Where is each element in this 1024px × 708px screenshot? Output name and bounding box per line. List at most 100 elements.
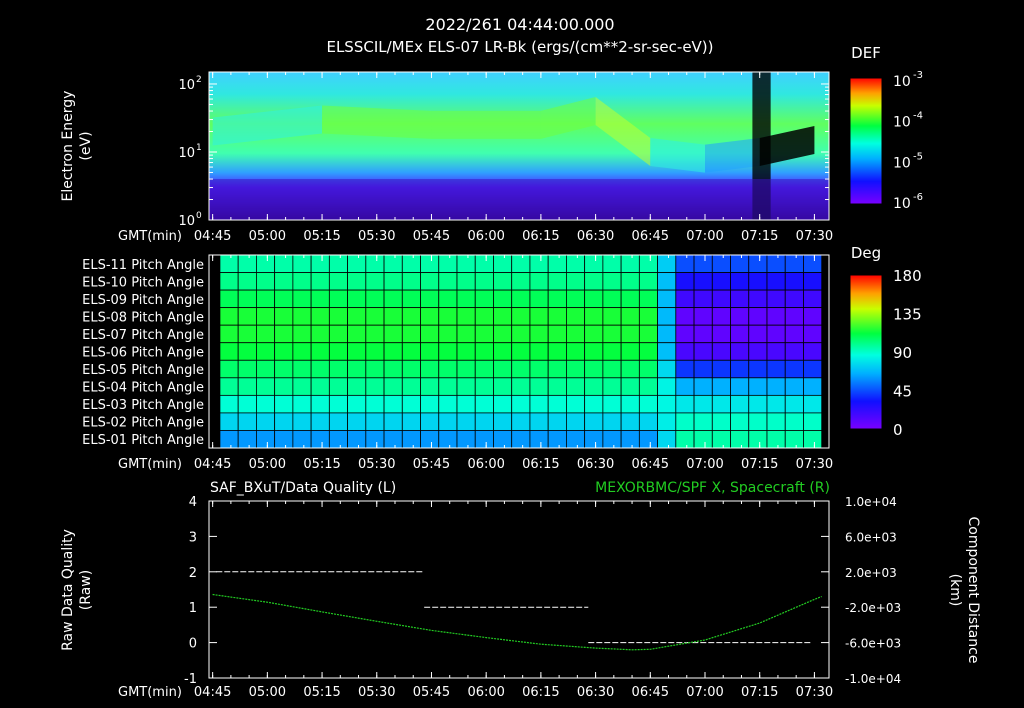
pitch-angle-cell [438, 324, 458, 344]
pitch-angle-xtick-label: 05:45 [413, 457, 450, 472]
def-colorbar-tick-exp: -6 [913, 192, 923, 203]
pitch-angle-cell [566, 430, 586, 449]
pitch-angle-cell [383, 359, 403, 379]
pitch-angle-cell [748, 359, 768, 379]
pitch-angle-xtick-label: 07:15 [741, 457, 778, 472]
deg-colorbar-tick-label: 180 [893, 267, 922, 285]
pitch-angle-cell [420, 430, 440, 449]
pitch-angle-cell [511, 289, 531, 309]
data-quality-xtick-label: 06:00 [467, 685, 504, 700]
pitch-angle-cell [675, 254, 695, 273]
pitch-angle-cell [638, 272, 658, 291]
pitch-angle-cell [474, 394, 494, 414]
pitch-angle-cell [310, 412, 330, 431]
pitch-angle-cell [584, 289, 604, 309]
pitch-angle-cell [456, 412, 476, 431]
pitch-angle-cell [529, 324, 549, 344]
pitch-angle-cell [310, 254, 330, 273]
pitch-angle-cell [365, 377, 385, 396]
deg-colorbar-tick-label: 135 [893, 306, 922, 324]
pitch-angle-xtick-label: 05:30 [358, 457, 395, 472]
pitch-angle-cell [292, 430, 312, 449]
pitch-angle-cell [438, 289, 458, 309]
pitch-angle-cell [420, 412, 440, 431]
pitch-angle-cell [274, 377, 294, 396]
pitch-angle-cell [547, 254, 567, 273]
pitch-angle-cell [730, 307, 750, 326]
pitch-angle-cell [730, 254, 750, 273]
pitch-angle-cell [310, 342, 330, 361]
pitch-angle-cell [566, 307, 586, 326]
data-quality-xtick-label: 06:30 [577, 685, 614, 700]
pitch-angle-cell [456, 272, 476, 291]
pitch-angle-cell [493, 394, 513, 414]
pitch-angle-cell [347, 394, 367, 414]
data-quality-xtick-label: 05:00 [249, 685, 286, 700]
pitch-angle-cell [474, 377, 494, 396]
pitch-angle-cell [529, 412, 549, 431]
pitch-angle-cell [328, 430, 348, 449]
pitch-angle-cell [584, 394, 604, 414]
pitch-angle-cell [219, 377, 239, 396]
pitch-angle-row-label: ELS-06 Pitch Angle [82, 346, 204, 361]
spectrogram-band-segment [212, 105, 323, 146]
pitch-angle-cell [766, 394, 786, 414]
pitch-angle-cell [638, 254, 658, 273]
spectrogram-band-segment [431, 110, 541, 139]
pitch-angle-cell [657, 430, 677, 449]
pitch-angle-cell [310, 377, 330, 396]
pitch-angle-cell [237, 359, 257, 379]
pitch-angle-cell [274, 324, 294, 344]
data-quality-ylabel-left-1: Raw Data Quality [60, 529, 76, 651]
pitch-angle-cell [657, 307, 677, 326]
data-quality-left-tick-label: 4 [189, 495, 197, 510]
pitch-angle-cell [511, 324, 531, 344]
pitch-angle-cell [474, 289, 494, 309]
pitch-angle-cell [219, 412, 239, 431]
pitch-angle-xlabel: GMT(min) [118, 457, 182, 472]
pitch-angle-cell [401, 394, 421, 414]
pitch-angle-cell [547, 394, 567, 414]
pitch-angle-cell [474, 359, 494, 379]
pitch-angle-cell [766, 307, 786, 326]
pitch-angle-cell [420, 324, 440, 344]
pitch-angle-cell [766, 289, 786, 309]
pitch-angle-cell [529, 307, 549, 326]
pitch-angle-cell [347, 324, 367, 344]
pitch-angle-cell [566, 394, 586, 414]
pitch-angle-cell [638, 412, 658, 431]
pitch-angle-cell [456, 254, 476, 273]
pitch-angle-cell [638, 377, 658, 396]
pitch-angle-cell [547, 272, 567, 291]
pitch-angle-cell [328, 254, 348, 273]
pitch-angle-cell [328, 307, 348, 326]
pitch-angle-cell [219, 342, 239, 361]
pitch-angle-cell [584, 307, 604, 326]
pitch-angle-cell [803, 342, 823, 361]
pitch-angle-cell [420, 307, 440, 326]
pitch-angle-cell [401, 289, 421, 309]
def-colorbar-tick-exp: -3 [913, 70, 923, 81]
pitch-angle-cell [420, 342, 440, 361]
pitch-angle-cell [401, 412, 421, 431]
pitch-angle-cell [584, 359, 604, 379]
pitch-angle-cell [292, 289, 312, 309]
pitch-angle-cell [675, 359, 695, 379]
pitch-angle-cell [803, 307, 823, 326]
pitch-angle-cell [638, 307, 658, 326]
spectrogram-ytick-base: 10 [178, 78, 195, 93]
pitch-angle-cell [638, 394, 658, 414]
pitch-angle-cell [438, 254, 458, 273]
pitch-angle-cell [256, 359, 276, 379]
spectrogram-xtick-label: 06:30 [577, 229, 614, 244]
pitch-angle-cell [675, 342, 695, 361]
pitch-angle-row-label: ELS-08 Pitch Angle [82, 310, 204, 325]
pitch-angle-cell [438, 377, 458, 396]
data-quality-right-tick-label: 1.0e+04 [845, 495, 897, 509]
def-colorbar [849, 77, 883, 205]
pitch-angle-cell [730, 377, 750, 396]
pitch-angle-cell [383, 430, 403, 449]
pitch-angle-cell [766, 324, 786, 344]
pitch-angle-cell [584, 430, 604, 449]
